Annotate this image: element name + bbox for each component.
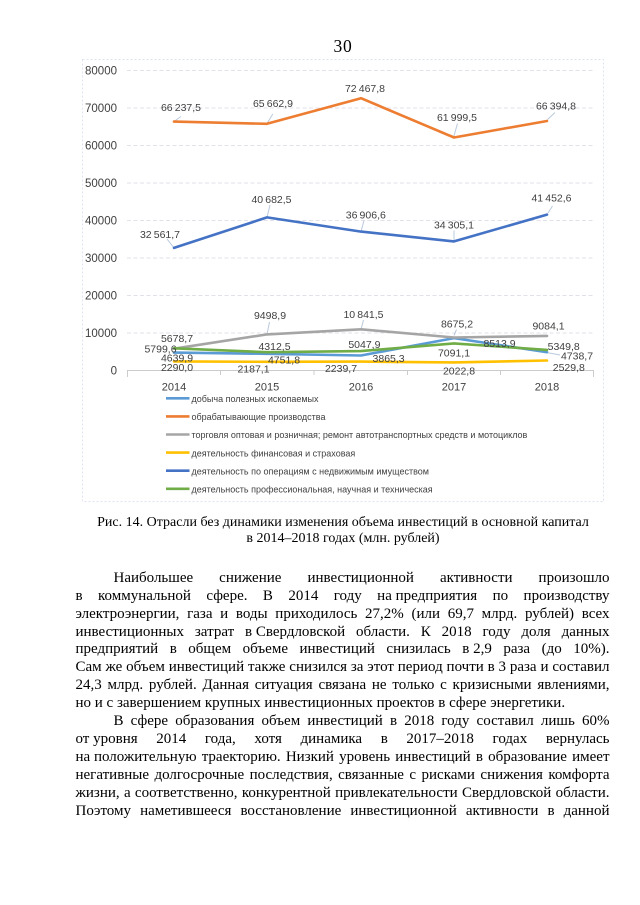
svg-text:2016: 2016 bbox=[349, 381, 373, 393]
svg-text:деятельность профессиональная,: деятельность профессиональная, научная и… bbox=[192, 485, 433, 495]
svg-text:80000: 80000 bbox=[85, 65, 117, 77]
svg-text:8675,2: 8675,2 bbox=[441, 318, 473, 330]
svg-text:5799,6: 5799,6 bbox=[144, 343, 176, 355]
svg-text:41 452,6: 41 452,6 bbox=[531, 193, 571, 205]
svg-text:34 305,1: 34 305,1 bbox=[434, 220, 474, 232]
svg-text:0: 0 bbox=[111, 365, 117, 377]
svg-text:4639,9: 4639,9 bbox=[161, 352, 193, 364]
svg-text:32 561,7: 32 561,7 bbox=[140, 229, 180, 241]
svg-text:деятельность по операциям с не: деятельность по операциям с недвижимым и… bbox=[192, 466, 429, 476]
svg-text:4751,8: 4751,8 bbox=[268, 355, 300, 367]
svg-text:5047,9: 5047,9 bbox=[348, 339, 380, 351]
svg-text:66 394,8: 66 394,8 bbox=[536, 100, 576, 112]
svg-text:9498,9: 9498,9 bbox=[254, 310, 286, 322]
svg-text:30000: 30000 bbox=[85, 253, 117, 265]
svg-text:40 682,5: 40 682,5 bbox=[251, 194, 291, 206]
svg-text:2529,8: 2529,8 bbox=[553, 362, 585, 374]
svg-text:66 237,5: 66 237,5 bbox=[161, 102, 201, 114]
svg-text:5678,7: 5678,7 bbox=[161, 333, 193, 345]
svg-text:2187,1: 2187,1 bbox=[237, 364, 269, 376]
svg-text:деятельность финансовая и стра: деятельность финансовая и страховая bbox=[192, 448, 356, 458]
svg-text:60000: 60000 bbox=[85, 140, 117, 152]
svg-text:3865,3: 3865,3 bbox=[373, 353, 405, 365]
svg-text:2017: 2017 bbox=[442, 381, 466, 393]
svg-text:72 467,8: 72 467,8 bbox=[345, 83, 385, 95]
svg-text:7091,1: 7091,1 bbox=[438, 348, 470, 360]
svg-text:добыча полезных ископаемых: добыча полезных ископаемых bbox=[192, 394, 319, 404]
svg-text:61 999,5: 61 999,5 bbox=[437, 112, 477, 124]
svg-text:4738,7: 4738,7 bbox=[561, 350, 593, 362]
svg-text:40000: 40000 bbox=[85, 215, 117, 227]
svg-text:70000: 70000 bbox=[85, 103, 117, 115]
svg-text:5349,8: 5349,8 bbox=[548, 341, 580, 353]
svg-text:8513,9: 8513,9 bbox=[483, 338, 515, 350]
svg-text:10000: 10000 bbox=[85, 328, 117, 340]
svg-text:4312,5: 4312,5 bbox=[258, 341, 290, 353]
svg-text:9084,1: 9084,1 bbox=[532, 321, 564, 333]
svg-text:торговля оптовая и розничная;: торговля оптовая и розничная; ремонт авт… bbox=[192, 430, 528, 440]
svg-text:обрабатывающие производства: обрабатывающие производства bbox=[192, 412, 326, 422]
svg-text:2014: 2014 bbox=[162, 381, 186, 393]
svg-text:10 841,5: 10 841,5 bbox=[343, 309, 383, 321]
svg-text:2018: 2018 bbox=[535, 381, 559, 393]
svg-text:2015: 2015 bbox=[255, 381, 279, 393]
svg-text:50000: 50000 bbox=[85, 178, 117, 190]
svg-text:2022,8: 2022,8 bbox=[443, 366, 475, 378]
svg-text:20000: 20000 bbox=[85, 290, 117, 302]
svg-text:65 662,9: 65 662,9 bbox=[253, 98, 293, 110]
svg-text:2239,7: 2239,7 bbox=[325, 363, 357, 375]
svg-text:36 906,6: 36 906,6 bbox=[346, 209, 386, 221]
svg-text:2290,0: 2290,0 bbox=[161, 362, 193, 374]
